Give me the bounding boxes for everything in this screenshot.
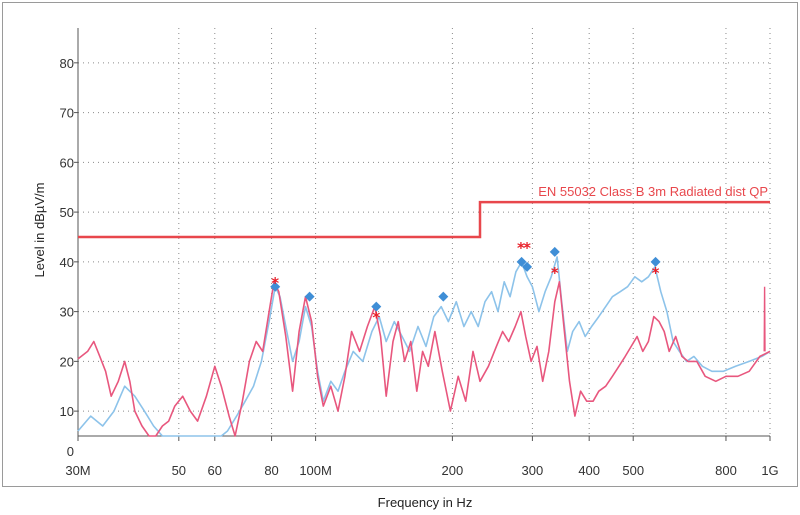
limit-line: [78, 200, 770, 239]
diamond-marker: [438, 291, 449, 302]
diamond-marker: [304, 291, 315, 302]
x-tick-label: 500: [622, 463, 644, 478]
markers: ***** *: [270, 239, 661, 327]
y-tick-label: 80: [60, 56, 74, 71]
diamond-marker: [270, 281, 281, 292]
star-marker: *: [271, 274, 279, 292]
x-tick-label: 80: [264, 463, 278, 478]
x-tick-label: 400: [578, 463, 600, 478]
star-marker: *: [551, 264, 559, 282]
x-tick-label: 60: [208, 463, 222, 478]
y-tick-label: 0: [67, 444, 74, 459]
x-tick-label: 800: [715, 463, 737, 478]
grid: [77, 28, 771, 436]
x-tick-label: 1G: [761, 463, 778, 478]
diamond-marker: [650, 256, 661, 267]
y-tick-label: 20: [60, 354, 74, 369]
x-tick-label: 50: [172, 463, 186, 478]
diamond-marker: [371, 301, 382, 312]
y-tick-label: 10: [60, 404, 74, 419]
y-tick-label: 50: [60, 205, 74, 220]
star-marker: *: [652, 264, 660, 282]
spike-line: [763, 286, 766, 352]
y-axis-title: Level in dBµV/m: [32, 183, 47, 278]
outer-border: [2, 2, 798, 487]
series-line-0: [77, 280, 771, 437]
series-line-1: [77, 256, 771, 437]
y-tick-label: 60: [60, 155, 74, 170]
y-tick-label: 40: [60, 255, 74, 270]
series-lines: [77, 256, 771, 437]
y-tick-label: 30: [60, 305, 74, 320]
x-tick-label: 100M: [299, 463, 332, 478]
star-marker: *: [517, 239, 525, 257]
y-tick-labels: 0 10 20 30 40 50 60 70 80: [60, 56, 74, 459]
y-tick-label: 70: [60, 106, 74, 121]
x-axis-title: Frequency in Hz: [378, 495, 473, 510]
limit-line-label: EN 55032 Class B 3m Radiated dist QP: [538, 184, 768, 199]
diamond-marker: [516, 256, 527, 267]
x-tick-labels: 30M 50 60 80 100M 200 300 400 500 800 1G: [65, 463, 778, 478]
diamond-marker: [549, 246, 560, 257]
limit-line-group: EN 55032 Class B 3m Radiated dist QP: [78, 184, 770, 239]
diamond-marker: [522, 261, 533, 272]
star-marker: *: [372, 309, 380, 327]
x-tick-label: 30M: [65, 463, 90, 478]
x-tick-label: 200: [442, 463, 464, 478]
x-tick-label: 300: [522, 463, 544, 478]
star-marker: *: [523, 239, 531, 257]
